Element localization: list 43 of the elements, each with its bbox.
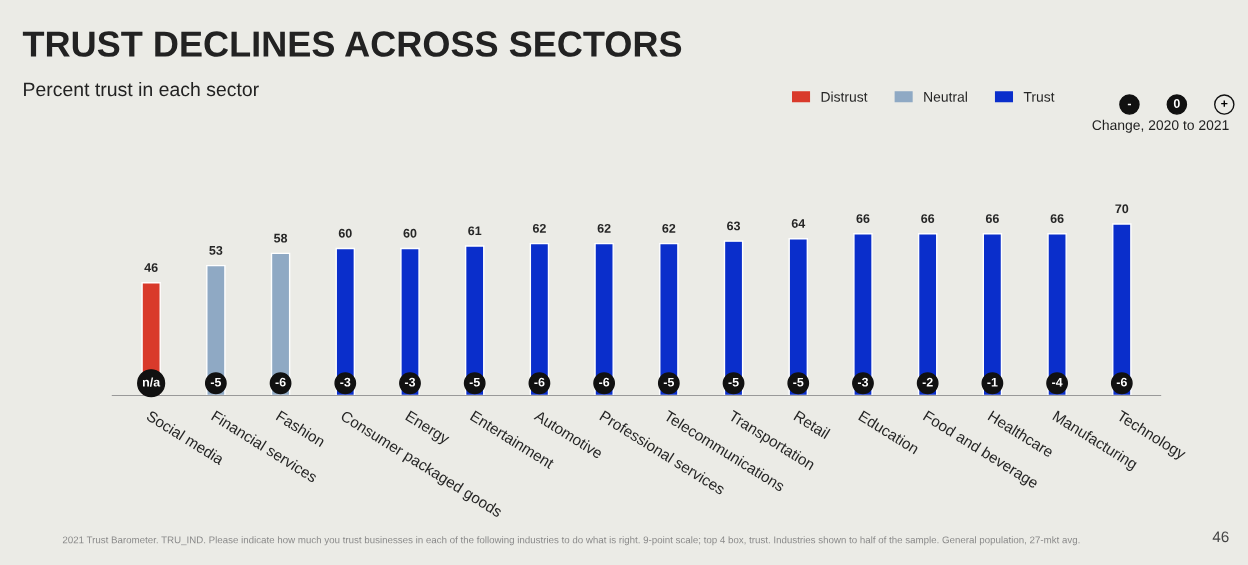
data-label: 60 <box>338 228 352 238</box>
data-label: 66 <box>985 214 999 223</box>
text: 0 <box>1173 99 1180 108</box>
data-label: 64 <box>791 219 806 228</box>
annotation: -5 <box>663 377 675 387</box>
data-label: 61 <box>468 226 482 236</box>
annotation: -5 <box>728 377 739 387</box>
text: 46 <box>1212 531 1229 543</box>
annotation: -5 <box>793 377 804 387</box>
data-label: 58 <box>274 233 288 243</box>
annotation: -4 <box>1052 377 1063 387</box>
annotation: -6 <box>275 377 286 387</box>
text: 2021 Trust Barometer. TRU_IND. Please indicate how much you trust businesses in each of the following industries to do what is right. 9-point scale; top 4 box, trust. Industries shown to half of the sample. General population, 27-mkt avg. <box>62 536 1080 546</box>
chart-subtitle: Percent trust in each sector <box>24 81 259 97</box>
data-label: 66 <box>1050 214 1064 223</box>
legend-label: Distrust <box>821 91 868 102</box>
legend-label: Trust <box>1023 92 1055 102</box>
annotation: n/a <box>142 377 161 387</box>
chart-title: TRUST DECLINES ACROSS SECTORS <box>22 31 682 57</box>
text: - <box>1127 103 1132 106</box>
annotation: -3 <box>857 377 869 387</box>
data-label: 66 <box>921 214 935 223</box>
annotation: -6 <box>1116 377 1127 387</box>
data-label: 53 <box>209 245 223 255</box>
text: Change, 2020 to 2021 <box>1092 119 1229 133</box>
annotation: -6 <box>534 377 545 387</box>
data-label: 62 <box>662 223 676 233</box>
data-label: 46 <box>144 263 158 272</box>
data-label: 62 <box>597 223 611 233</box>
annotation: -2 <box>922 377 933 387</box>
data-label: 60 <box>403 228 417 238</box>
annotation: -6 <box>599 377 610 387</box>
data-label: 66 <box>856 214 870 223</box>
data-label: 70 <box>1115 204 1129 214</box>
annotation: -5 <box>469 377 480 387</box>
annotation: -3 <box>404 377 416 387</box>
annotation: -1 <box>987 377 998 387</box>
annotation: -3 <box>340 377 351 387</box>
legend-label: Neutral <box>924 91 967 102</box>
text: + <box>1221 100 1228 107</box>
data-label: 62 <box>532 223 546 233</box>
data-label: 63 <box>727 221 741 231</box>
annotation: -5 <box>210 377 222 387</box>
